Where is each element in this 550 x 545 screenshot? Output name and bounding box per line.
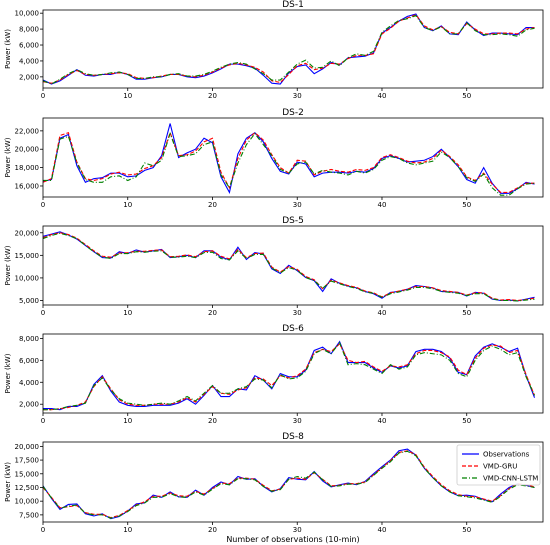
chart-panel-ds-5: DS-5 Power (kW) 0 10 20 30 40 50 5,000 10,000 15,0… — [4, 216, 544, 317]
x-tick-label: 10 — [123, 417, 132, 425]
y-tick-label: 20,000 — [15, 443, 40, 451]
x-tick-label: 0 — [41, 526, 45, 534]
x-tick-label: 0 — [41, 92, 45, 100]
x-tick-label: 20 — [208, 417, 217, 425]
y-tick-label: 8,000 — [19, 335, 39, 343]
series-line-vmd-cnn-lstm — [43, 131, 535, 196]
y-tick-label: 2,000 — [19, 73, 39, 81]
x-tick-label: 20 — [208, 526, 217, 534]
x-tick-label: 50 — [462, 526, 471, 534]
x-axis-label: Number of observations (10-min) — [226, 535, 359, 544]
plot-frame — [42, 441, 544, 523]
legend: Observations VMD-GRU VMD-CNN-LSTM — [456, 444, 541, 486]
y-tick-label: 2,000 — [19, 401, 39, 409]
panel-title: DS-8 — [282, 432, 304, 442]
x-tick-label: 40 — [378, 309, 387, 317]
legend-entry-label: Observations — [483, 451, 530, 459]
x-tick-label: 30 — [293, 526, 302, 534]
x-tick-label: 20 — [208, 309, 217, 317]
x-tick-label: 30 — [293, 92, 302, 100]
y-tick-label: 12,500 — [15, 484, 40, 492]
y-tick-label: 6,000 — [19, 42, 39, 50]
x-tick-label: 20 — [208, 92, 217, 100]
x-tick-label: 0 — [41, 417, 45, 425]
series-line-vmd-cnn-lstm — [43, 341, 536, 411]
y-tick-label: 10,000 — [15, 10, 40, 18]
y-tick-label: 17,500 — [15, 457, 40, 465]
series-line-observations — [43, 340, 536, 411]
y-axis-label: Power (kW) — [4, 29, 12, 69]
x-tick-label: 0 — [41, 309, 45, 317]
plot-frame — [42, 225, 544, 306]
x-tick-label: 50 — [462, 309, 471, 317]
x-tick-label: 30 — [293, 201, 302, 209]
x-tick-label: 20 — [208, 201, 217, 209]
chart-panel-ds-6: DS-6 Power (kW) 0 10 20 30 40 50 2,000 4,000 6,000… — [4, 324, 544, 425]
x-tick-label: 10 — [123, 526, 132, 534]
series-line-vmd-cnn-lstm — [43, 14, 535, 85]
y-axis-label: Power (kW) — [4, 462, 12, 502]
chart-panel-ds-8: DS-8 Power (kW) 0 10 20 30 40 50 7,500 10,000 12,5… — [4, 432, 544, 534]
panel-title: DS-1 — [282, 0, 304, 10]
x-tick-label: 10 — [123, 309, 132, 317]
panel-title: DS-6 — [282, 324, 304, 334]
y-tick-label: 4,000 — [19, 57, 39, 65]
x-tick-label: 50 — [462, 92, 471, 100]
x-tick-label: 10 — [123, 201, 132, 209]
chart-panel-ds-2: DS-2 Power (kW) 0 10 20 30 40 50 16,000 18,000 20,… — [4, 108, 544, 209]
series-line-vmd-gru — [43, 131, 535, 193]
y-tick-label: 10,000 — [15, 274, 40, 282]
series-line-vmd-gru — [43, 342, 536, 411]
y-tick-label: 7,500 — [19, 511, 39, 519]
x-tick-label: 40 — [378, 92, 387, 100]
chart-panel-ds-1: DS-1 Power (kW) 0 10 20 30 40 50 2,000 4,000 6,000… — [4, 0, 544, 100]
y-tick-label: 5,000 — [19, 297, 39, 305]
panel-title: DS-5 — [282, 216, 304, 226]
series-line-vmd-cnn-lstm — [43, 450, 535, 519]
x-tick-label: 50 — [462, 201, 471, 209]
legend-entry-label: VMD-CNN-LSTM — [483, 475, 538, 483]
plot-frame — [42, 9, 544, 89]
y-tick-label: 18,000 — [15, 164, 40, 172]
y-tick-label: 16,000 — [15, 182, 40, 190]
plot-frame — [42, 333, 544, 414]
y-axis-label: Power (kW) — [4, 137, 12, 177]
series-line-vmd-gru — [43, 232, 535, 302]
x-tick-label: 30 — [293, 309, 302, 317]
series-line-vmd-cnn-lstm — [43, 232, 535, 302]
y-tick-label: 15,000 — [15, 252, 40, 260]
x-tick-label: 0 — [41, 201, 45, 209]
legend-entry-label: VMD-GRU — [483, 463, 517, 471]
y-axis-label: Power (kW) — [4, 245, 12, 285]
y-tick-label: 22,000 — [15, 127, 40, 135]
legend-box — [456, 444, 541, 486]
y-tick-label: 15,000 — [15, 470, 40, 478]
x-tick-label: 50 — [462, 417, 471, 425]
x-tick-label: 40 — [378, 526, 387, 534]
y-tick-label: 8,000 — [19, 26, 39, 34]
y-tick-label: 6,000 — [19, 357, 39, 365]
series-line-observations — [43, 13, 535, 85]
y-tick-label: 20,000 — [15, 229, 40, 237]
y-axis-label: Power (kW) — [4, 353, 12, 393]
x-tick-label: 40 — [378, 201, 387, 209]
series-line-observations — [43, 123, 535, 194]
plot-frame — [42, 117, 544, 198]
y-tick-label: 4,000 — [19, 379, 39, 387]
y-tick-label: 20,000 — [15, 146, 40, 154]
y-tick-label: 10,000 — [15, 498, 40, 506]
x-tick-label: 10 — [123, 92, 132, 100]
x-tick-label: 40 — [378, 417, 387, 425]
x-tick-label: 30 — [293, 417, 302, 425]
series-line-vmd-gru — [43, 450, 535, 519]
panel-title: DS-2 — [282, 108, 304, 118]
